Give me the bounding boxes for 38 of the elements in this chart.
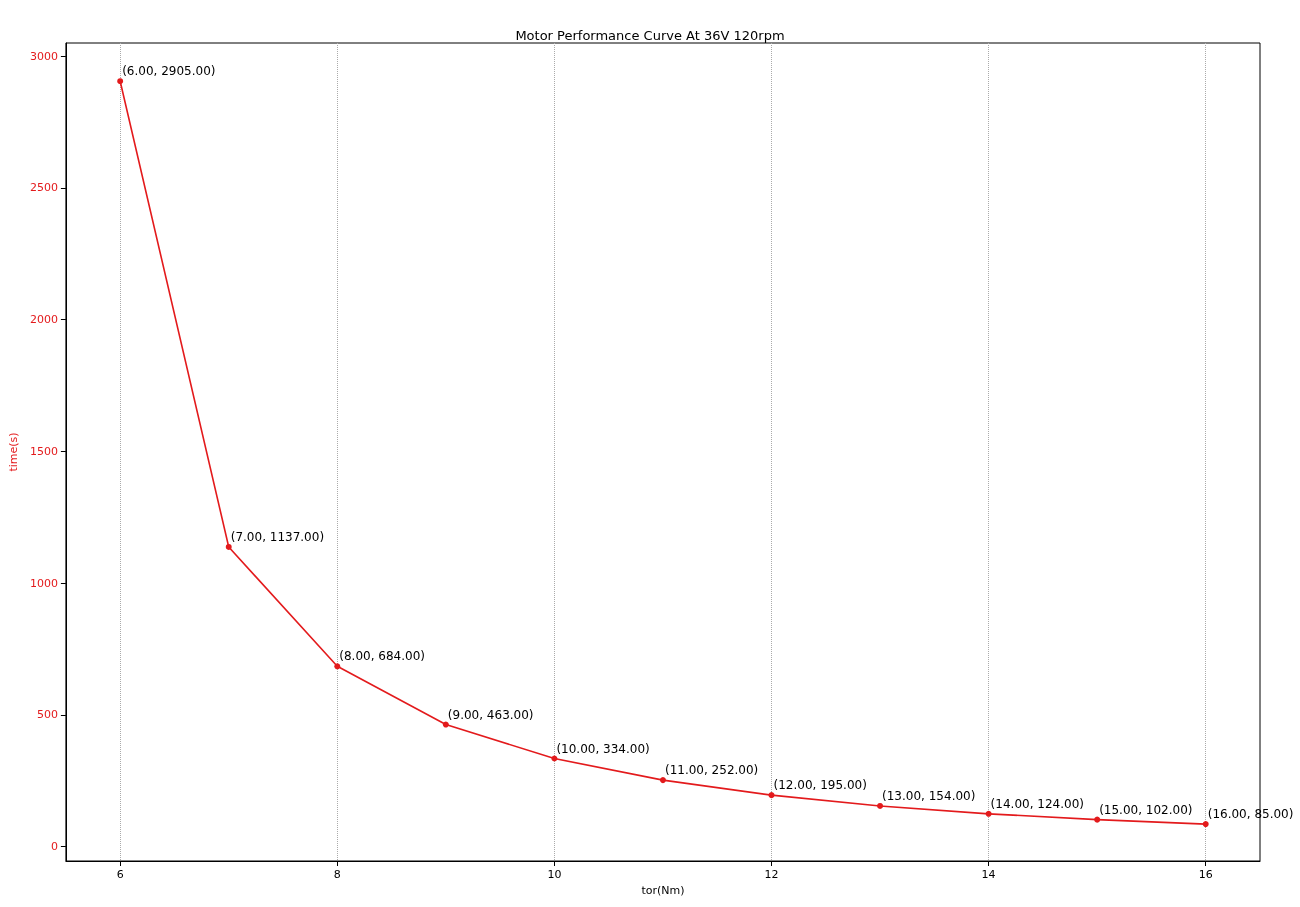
- data-label: (9.00, 463.00): [447, 707, 534, 722]
- x-tick-label: 16: [1198, 868, 1213, 881]
- data-label: (15.00, 102.00): [1099, 802, 1193, 817]
- point: [442, 721, 449, 728]
- chart-title: Motor Performance Curve At 36V 120rpm: [515, 28, 785, 43]
- point: [551, 755, 558, 762]
- y-tick-label: 500: [36, 708, 58, 722]
- point: [225, 543, 232, 550]
- data-label: (13.00, 154.00): [882, 788, 976, 803]
- x-tick-label: 8: [333, 868, 341, 881]
- y-axis-title: time(s): [7, 432, 20, 472]
- y-tick-label: 2500: [29, 181, 58, 195]
- data-label: (16.00, 85.00): [1207, 807, 1294, 822]
- y-tick-label: 2000: [29, 313, 58, 327]
- point: [117, 78, 124, 85]
- point: [985, 810, 992, 817]
- data-label: (7.00, 1137.00): [230, 529, 325, 544]
- x-axis-title: tor(Nm): [641, 883, 685, 897]
- x-tick-label: 14: [981, 868, 996, 881]
- point: [1202, 821, 1209, 828]
- data-label: (6.00, 2905.00): [122, 64, 216, 79]
- data-label: (14.00, 124.00): [990, 796, 1084, 811]
- data-label: (8.00, 684.00): [339, 649, 425, 664]
- point: [334, 663, 341, 670]
- x-tick-label: 12: [764, 868, 779, 881]
- y-tick-label: 0: [50, 840, 58, 854]
- data-label: (11.00, 252.00): [664, 763, 759, 778]
- x-tick-label: 10: [547, 868, 562, 881]
- y-tick-label: 1500: [29, 444, 58, 458]
- point: [659, 777, 666, 784]
- y-tick-label: 1000: [29, 576, 58, 590]
- point: [768, 792, 775, 799]
- y-tick-label: 3000: [29, 49, 58, 63]
- data-label: (12.00, 195.00): [773, 778, 867, 793]
- point: [1094, 816, 1101, 823]
- data-label: (10.00, 334.00): [556, 741, 650, 756]
- point: [877, 802, 884, 809]
- x-tick-label: 6: [116, 868, 124, 881]
